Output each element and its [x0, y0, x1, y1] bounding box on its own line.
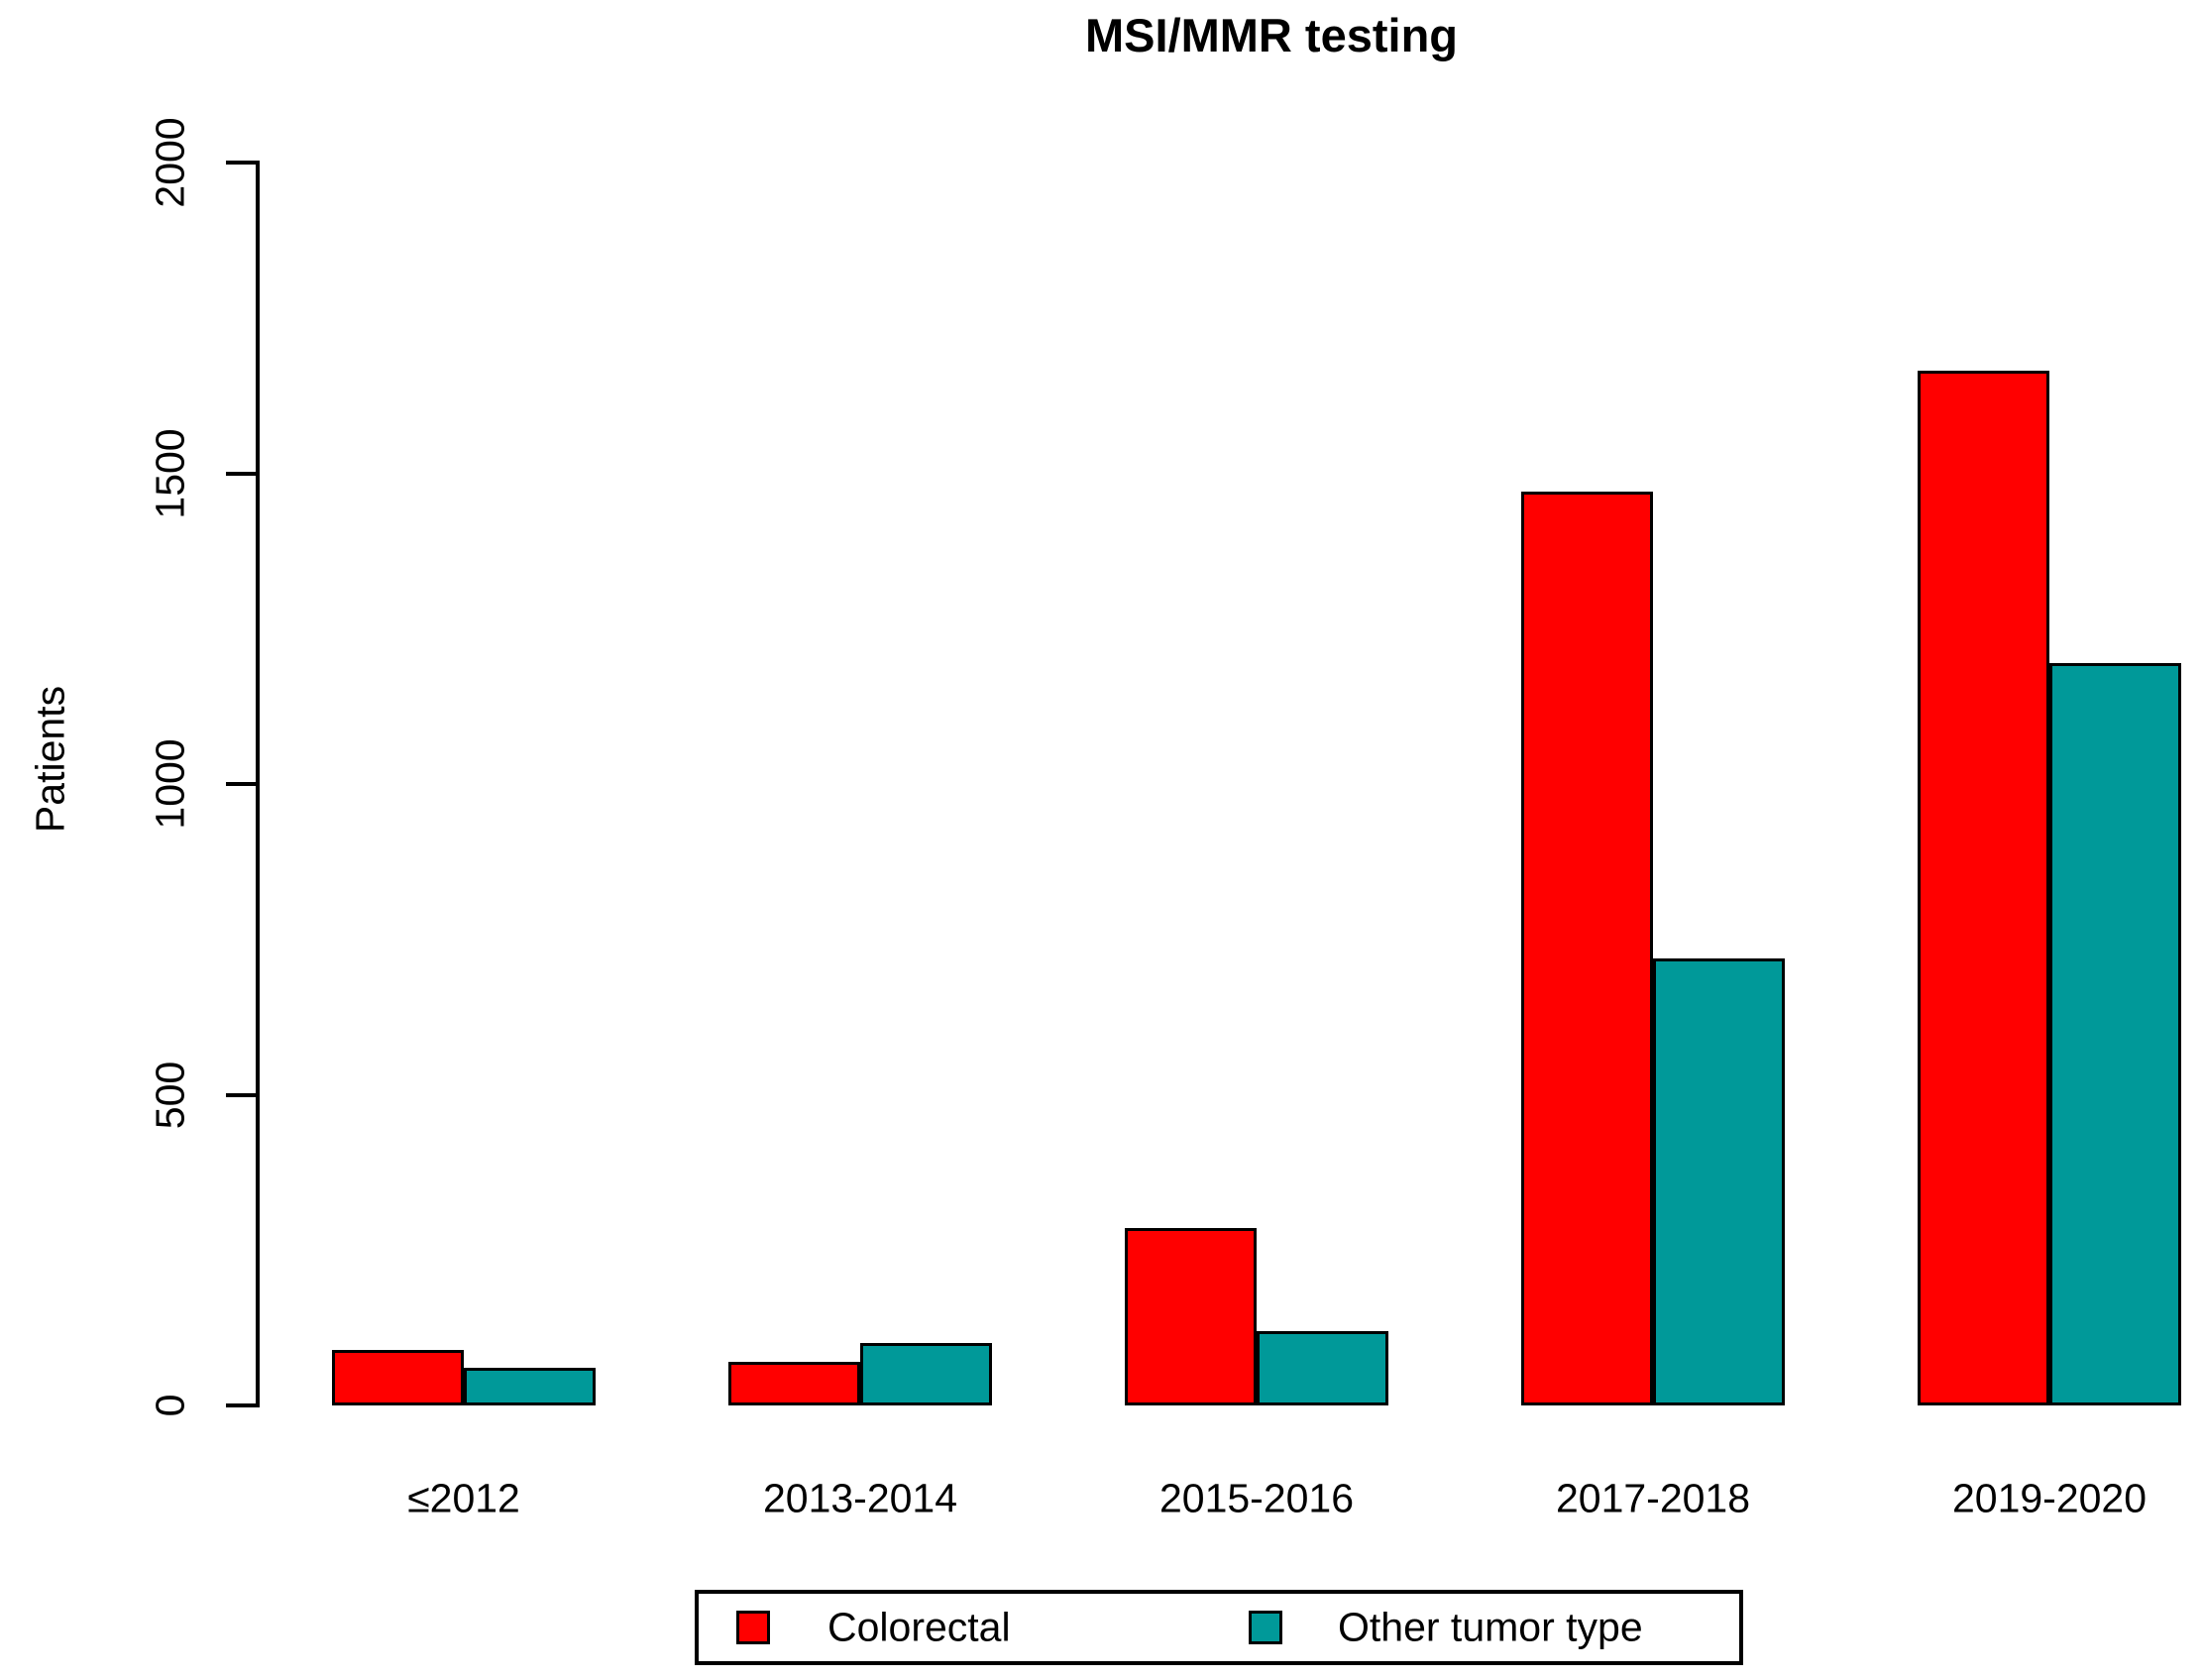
x-tick-label-2012: ≤2012	[407, 1475, 520, 1521]
bar-other-tumor-type-2012	[464, 1368, 596, 1405]
bar-other-tumor-type-20132014	[860, 1343, 992, 1405]
legend-label-other-tumor-type: Other tumor type	[1338, 1604, 1643, 1650]
x-tick-label-20172018: 2017-2018	[1555, 1475, 1751, 1521]
y-tick-label-2000: 2000	[147, 117, 193, 208]
bar-colorectal-20192020	[1918, 371, 2049, 1405]
y-tick-500	[226, 1092, 256, 1097]
y-axis-label: Patients	[27, 685, 73, 834]
y-axis-line	[256, 161, 260, 1407]
y-tick-label-500: 500	[147, 1061, 193, 1129]
bar-other-tumor-type-20152016	[1257, 1331, 1388, 1405]
y-tick-1000	[226, 782, 256, 786]
bar-colorectal-2012	[332, 1350, 464, 1405]
y-tick-label-1000: 1000	[147, 738, 193, 830]
legend-label-colorectal: Colorectal	[827, 1604, 1011, 1650]
x-tick-label-20152016: 2015-2016	[1158, 1475, 1355, 1521]
bar-colorectal-20172018	[1521, 492, 1653, 1405]
y-tick-label-1500: 1500	[147, 427, 193, 519]
legend-swatch-colorectal	[736, 1611, 770, 1644]
bar-colorectal-20152016	[1125, 1228, 1257, 1405]
x-tick-label-20132014: 2013-2014	[762, 1475, 958, 1521]
legend-box: Colorectal Other tumor type	[695, 1590, 1743, 1665]
x-tick-label-20192020: 2019-2020	[1951, 1475, 2148, 1521]
chart-title: MSI/MMR testing	[1085, 9, 1458, 61]
y-tick-2000	[226, 161, 256, 165]
legend-swatch-other-tumor-type	[1249, 1611, 1282, 1644]
y-tick-1500	[226, 471, 256, 476]
bar-colorectal-20132014	[728, 1362, 860, 1405]
bar-other-tumor-type-20172018	[1653, 958, 1785, 1405]
y-tick-0	[226, 1403, 256, 1407]
y-tick-label-0: 0	[147, 1394, 193, 1417]
bar-other-tumor-type-20192020	[2049, 663, 2181, 1405]
